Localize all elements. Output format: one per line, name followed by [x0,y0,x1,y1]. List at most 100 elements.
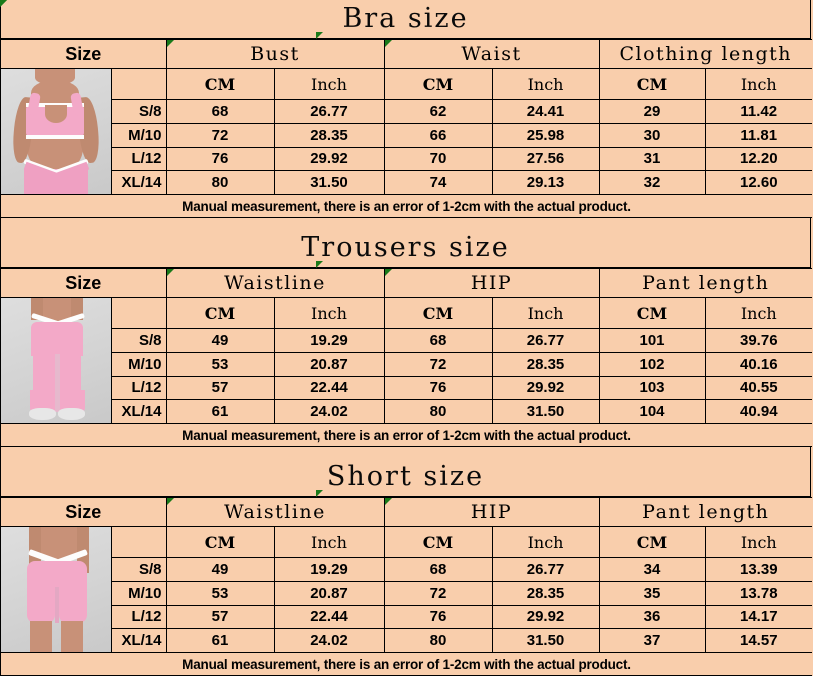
cell-value: 66 [383,122,493,148]
column-header-group-1: Waistline [165,497,385,527]
unit-header-3: CM [383,67,493,101]
size-table-trousers: Size Waistline HIP Pant length [1,268,813,447]
table-note-row: Manual measurement, there is an error of… [1,423,813,447]
column-header-size: Size [1,268,167,298]
cell-value: 76 [383,604,493,630]
cell-value: 29.92 [491,604,600,630]
unit-header-3: CM [383,296,493,330]
cell-value: 39.76 [704,328,813,353]
cell-value: 12.20 [704,146,813,172]
cell-value: 61 [165,399,275,424]
size-label: S/8 [111,557,167,582]
section-short: Short size Size Waistline HIP Pant lengt… [0,458,813,676]
cell-value: 31.50 [273,170,385,195]
cell-value: 76 [383,375,493,401]
unit-header-2: Inch [273,296,385,330]
cell-value: 80 [383,628,493,653]
unit-header-6: Inch [704,525,813,559]
column-header-group-3: Pant length [598,268,813,298]
unit-header-1: CM [165,296,275,330]
cell-value: 22.44 [273,375,385,401]
size-label: XL/14 [111,399,167,424]
cell-value: 49 [165,557,275,582]
table-row: XL/14 61 24.02 80 31.50 37 14.57 [1,628,813,653]
cell-value: 80 [383,399,493,424]
table-row: S/8 49 19.29 68 26.77 34 13.39 [1,557,813,582]
page-title-short: Short size [326,460,485,492]
table-header-row-units: CM Inch CM Inch CM Inch [1,67,813,195]
table-row: M/10 53 20.87 72 28.35 102 40.16 [1,351,813,377]
table-header-row-units: CM Inch CM Inch CM Inch [1,296,813,424]
table-row: L/12 76 29.92 70 27.56 31 12.20 [1,146,813,172]
cell-value: 103 [598,375,706,401]
column-header-size: Size [1,497,167,527]
cell-value: 26.77 [273,99,385,124]
cell-value: 74 [383,170,493,195]
table-row: L/12 57 22.44 76 29.92 36 14.17 [1,604,813,630]
cell-value: 24.02 [273,399,385,424]
size-label: XL/14 [111,628,167,653]
cell-value: 29.92 [273,146,385,172]
section-trousers: Trousers size Size Waistline HIP Pant le… [0,229,813,447]
cell-value: 24.02 [273,628,385,653]
section-title-row-trousers: Trousers size [1,229,810,268]
comment-marker-icon [384,498,392,505]
cell-value: 68 [383,557,493,582]
cell-value: 72 [383,351,493,377]
cell-value: 19.29 [273,328,385,353]
section-spacer [0,0,811,458]
unit-header-1: CM [165,525,275,559]
cell-value: 29.92 [491,375,600,401]
cell-value: 32 [598,170,706,195]
cell-value: 57 [165,604,275,630]
measurement-note: Manual measurement, there is an error of… [1,652,813,676]
cell-value: 14.57 [704,628,813,653]
product-photo-trousers [1,297,112,424]
comment-marker-icon [315,261,323,268]
cell-value: 12.60 [704,170,813,195]
cell-value: 40.94 [704,399,813,424]
cell-value: 28.35 [273,122,385,148]
unit-header-6: Inch [704,67,813,101]
column-header-group-2: Waist [383,39,600,69]
cell-value: 68 [383,328,493,353]
table-row: XL/14 80 31.50 74 29.13 32 12.60 [1,170,813,195]
cell-value: 31.50 [491,399,600,424]
table-header-row-groups: Size Waistline HIP Pant length [1,268,813,298]
cell-value: 28.35 [491,580,600,606]
unit-header-4: Inch [491,67,600,101]
unit-header-1: CM [165,67,275,101]
page-title-bra: Bra size [342,2,469,34]
cell-value: 22.44 [273,604,385,630]
cell-value: 72 [383,580,493,606]
size-label: M/10 [111,580,167,606]
cell-value: 24.41 [491,99,600,124]
cell-value: 102 [598,351,706,377]
cell-value: 14.17 [704,604,813,630]
unit-header-blank [110,296,167,330]
table-row: S/8 49 19.29 68 26.77 101 39.76 [1,328,813,353]
cell-value: 26.77 [491,557,600,582]
comment-marker-icon [166,498,174,505]
table-row: M/10 72 28.35 66 25.98 30 11.81 [1,122,813,148]
cell-value: 62 [383,99,493,124]
page-title-trousers: Trousers size [301,231,510,263]
cell-value: 25.98 [491,122,600,148]
table-row: M/10 53 20.87 72 28.35 35 13.78 [1,580,813,606]
cell-value: 37 [598,628,706,653]
size-label: S/8 [111,99,167,124]
cell-value: 11.81 [704,122,813,148]
size-label: L/12 [111,375,167,401]
section-title-row-bra: Bra size [1,0,810,39]
cell-value: 11.42 [704,99,813,124]
measurement-note: Manual measurement, there is an error of… [1,423,813,447]
size-table-bra: Size Bust Waist Clothing length [1,39,813,218]
table-row: L/12 57 22.44 76 29.92 103 40.55 [1,375,813,401]
size-label: M/10 [111,122,167,148]
unit-header-blank [110,67,167,101]
cell-value: 31 [598,146,706,172]
unit-header-5: CM [598,525,706,559]
cell-value: 53 [165,351,275,377]
size-label: L/12 [111,604,167,630]
